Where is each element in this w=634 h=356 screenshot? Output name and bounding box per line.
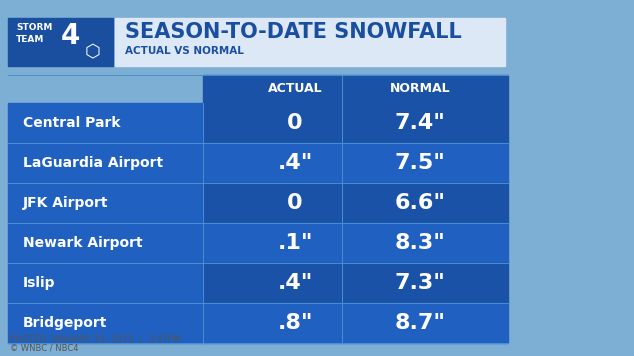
Bar: [203, 75, 508, 103]
Text: Central Park: Central Park: [23, 116, 120, 130]
Bar: [8, 263, 203, 303]
Text: POSTED  JANUARY 10, 2023  |  3:47PM: POSTED JANUARY 10, 2023 | 3:47PM: [10, 335, 181, 344]
Text: 7.3": 7.3": [394, 273, 446, 293]
Bar: [203, 103, 508, 143]
Bar: [203, 223, 508, 263]
Text: 7.4": 7.4": [394, 113, 446, 133]
Bar: [203, 143, 508, 183]
Text: Bridgeport: Bridgeport: [23, 316, 107, 330]
Text: .1": .1": [277, 233, 313, 253]
Text: LaGuardia Airport: LaGuardia Airport: [23, 156, 163, 170]
Text: 0: 0: [287, 193, 303, 213]
Text: .8": .8": [277, 313, 313, 333]
Text: .4": .4": [277, 273, 313, 293]
Text: ACTUAL: ACTUAL: [268, 83, 322, 95]
Text: Newark Airport: Newark Airport: [23, 236, 143, 250]
Bar: [203, 183, 508, 223]
Text: 8.7": 8.7": [394, 313, 446, 333]
Bar: [203, 303, 508, 343]
Text: NORMAL: NORMAL: [390, 83, 450, 95]
Text: TEAM: TEAM: [16, 35, 44, 43]
Text: 0: 0: [287, 113, 303, 133]
Text: SEASON-TO-DATE SNOWFALL: SEASON-TO-DATE SNOWFALL: [125, 22, 462, 42]
Bar: [8, 303, 203, 343]
Text: JFK Airport: JFK Airport: [23, 196, 108, 210]
Text: Islip: Islip: [23, 276, 56, 290]
Text: 8.3": 8.3": [394, 233, 446, 253]
Text: .4": .4": [277, 153, 313, 173]
Bar: [8, 18, 113, 66]
Text: ACTUAL VS NORMAL: ACTUAL VS NORMAL: [125, 46, 244, 56]
Text: 6.6": 6.6": [394, 193, 446, 213]
Bar: [115, 18, 505, 66]
Bar: [8, 223, 203, 263]
Text: ⬡: ⬡: [84, 43, 100, 61]
Text: 4: 4: [60, 22, 80, 50]
Text: STORM: STORM: [16, 23, 53, 32]
Bar: [8, 183, 203, 223]
Bar: [8, 103, 203, 143]
Text: © WNBC / NBC4: © WNBC / NBC4: [10, 344, 79, 352]
Text: 7.5": 7.5": [394, 153, 446, 173]
Bar: [8, 143, 203, 183]
Bar: [203, 263, 508, 303]
